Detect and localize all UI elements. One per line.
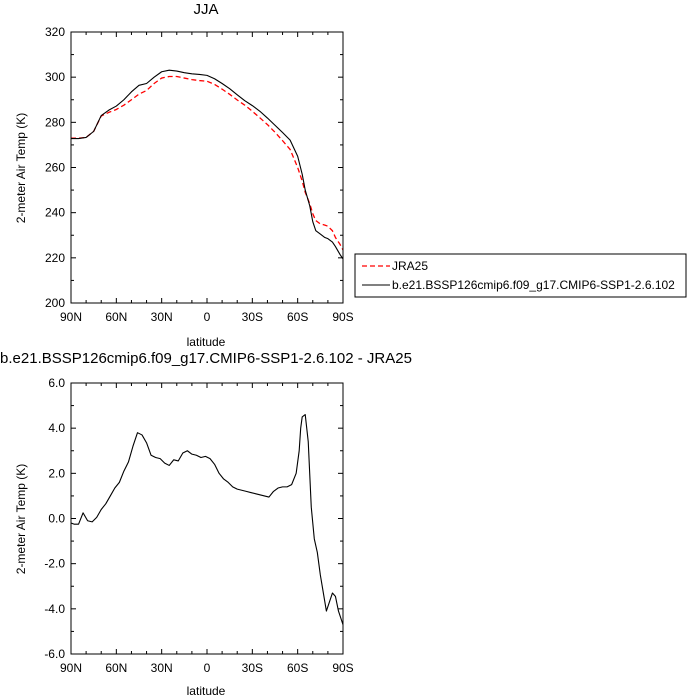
bottom-series-line-0 [70, 414, 344, 625]
bottom-x-axis-label: latitude [187, 684, 226, 698]
bottom-y-tick-label: -2.0 [44, 557, 65, 571]
top-chart-title: JJA [193, 1, 218, 18]
top-series-lines [71, 69, 344, 260]
bottom-x-tick-label: 30S [242, 661, 263, 675]
top-y-tick-label: 320 [45, 25, 65, 39]
top-y-tick-label: 280 [45, 115, 65, 129]
bottom-x-tick-label: 30N [151, 661, 173, 675]
top-plot-frame [70, 31, 344, 304]
top-y-tick-label: 300 [45, 70, 65, 84]
bottom-panel: b.e21.BSSP126cmip6.f09_g17.CMIP6-SSP1-2.… [0, 350, 412, 698]
legend-label-jra25: JRA25 [392, 259, 428, 273]
bottom-chart-title: b.e21.BSSP126cmip6.f09_g17.CMIP6-SSP1-2.… [0, 350, 412, 367]
bottom-x-tick-label: 60S [287, 661, 308, 675]
top-y-tick-label: 200 [45, 296, 65, 310]
bottom-y-tick-label: 2.0 [48, 466, 65, 480]
legend-label-model: b.e21.BSSP126cmip6.f09_g17.CMIP6-SSP1-2.… [392, 278, 675, 292]
top-y-tick-label: 240 [45, 206, 65, 220]
top-series-line-1 [71, 69, 344, 260]
top-x-tick-label: 0 [204, 310, 211, 324]
bottom-plot-frame [70, 382, 344, 655]
top-panel: JJA 200 220 240 260 280 300 320 90N 60N 30N 0 30S 6… [14, 1, 354, 349]
top-y-axis-label: 2-meter Air Temp (K) [14, 113, 28, 223]
top-x-tick-label: 60S [287, 310, 308, 324]
bottom-y-tick-label: 6.0 [48, 376, 65, 390]
bottom-y-tick-label: 0.0 [48, 512, 65, 526]
bottom-y-tick-labels: -6.0 -4.0 -2.0 0.0 2.0 4.0 6.0 [44, 376, 65, 661]
top-x-tick-labels: 90N 60N 30N 0 30S 60S 90S [60, 310, 354, 324]
top-x-axis-label: latitude [187, 335, 226, 349]
top-x-tick-label: 30S [242, 310, 263, 324]
bottom-y-tick-label: 4.0 [48, 421, 65, 435]
bottom-y-tick-label: -4.0 [44, 602, 65, 616]
bottom-x-tick-labels: 90N 60N 30N 0 30S 60S 90S [60, 661, 354, 675]
legend: JRA25 b.e21.BSSP126cmip6.f09_g17.CMIP6-S… [354, 253, 687, 298]
bottom-x-tick-label: 90S [332, 661, 353, 675]
top-tick-marks [70, 31, 344, 304]
bottom-x-tick-label: 60N [105, 661, 127, 675]
bottom-series-lines [70, 414, 344, 625]
top-series-line-0 [71, 75, 344, 251]
top-y-tick-labels: 200 220 240 260 280 300 320 [45, 25, 65, 310]
top-y-tick-label: 260 [45, 161, 65, 175]
top-x-tick-label: 90S [332, 310, 353, 324]
top-x-tick-label: 30N [151, 310, 173, 324]
bottom-x-tick-label: 90N [60, 661, 82, 675]
bottom-y-tick-label: -6.0 [44, 647, 65, 661]
top-x-tick-label: 90N [60, 310, 82, 324]
bottom-x-tick-label: 0 [204, 661, 211, 675]
top-y-tick-label: 220 [45, 251, 65, 265]
top-x-tick-label: 60N [105, 310, 127, 324]
legend-box [354, 253, 687, 298]
bottom-tick-marks [70, 382, 344, 655]
bottom-y-axis-label: 2-meter Air Temp (K) [14, 464, 28, 574]
